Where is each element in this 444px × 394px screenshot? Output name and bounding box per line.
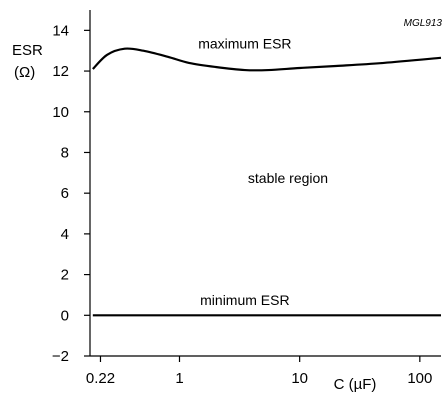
x-tick-label: 0.22: [86, 370, 115, 387]
y-tick-label: 8: [61, 144, 69, 161]
x-tick-label: 10: [291, 370, 308, 387]
y-tick-label: 0: [61, 307, 69, 324]
y-tick-label: 10: [52, 104, 69, 121]
x-axis-label: C (µF): [334, 376, 377, 393]
annotations: maximum ESR stable region minimum ESR: [198, 36, 328, 308]
y-tick-label: 12: [52, 63, 69, 80]
series: [92, 47, 442, 317]
ticks: −2 0 2 4 6 8 10 12 14 0.22 1 10 100: [52, 22, 432, 387]
y-tick-label: 2: [61, 267, 69, 284]
y-tick-label: 4: [61, 226, 69, 243]
maximum-esr-label: maximum ESR: [198, 36, 291, 52]
y-tick-label: −2: [52, 348, 69, 365]
y-tick-label: 14: [52, 22, 69, 39]
figure-reference: MGL913: [404, 18, 443, 29]
x-tick-label: 1: [175, 370, 183, 387]
maximum-esr-line: [92, 47, 442, 72]
axes: [89, 10, 441, 357]
x-tick-label: 100: [407, 370, 432, 387]
y-tick-label: 6: [61, 185, 69, 202]
stable-region-label: stable region: [248, 170, 328, 186]
minimum-esr-label: minimum ESR: [200, 292, 289, 308]
y-axis-label-line1: ESR: [12, 42, 43, 59]
y-axis-label-line2: (Ω): [14, 64, 35, 81]
